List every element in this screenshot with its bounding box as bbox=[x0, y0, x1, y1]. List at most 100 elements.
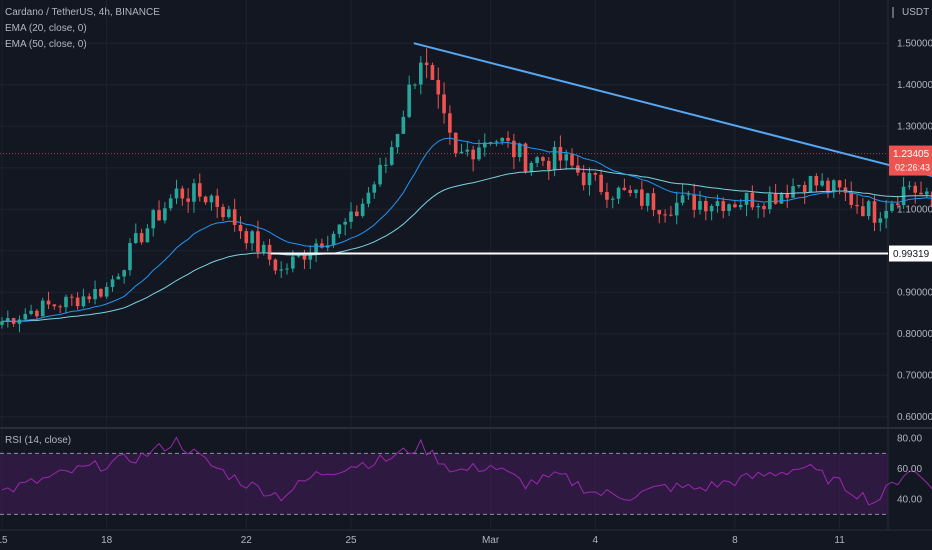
candle-body bbox=[40, 300, 45, 317]
candle-body bbox=[895, 203, 900, 206]
candle-body bbox=[482, 142, 487, 148]
candle-body bbox=[523, 143, 528, 172]
candle-body bbox=[273, 259, 278, 271]
price-tick-label: 0.90000 bbox=[897, 288, 932, 299]
time-tick-label: 18 bbox=[101, 535, 113, 546]
countdown-label: 02:26:43 bbox=[895, 163, 930, 173]
candle-body bbox=[773, 193, 778, 204]
candle-body bbox=[221, 206, 225, 218]
candle-body bbox=[878, 218, 883, 223]
candle-body bbox=[52, 304, 57, 307]
candle-body bbox=[843, 187, 848, 193]
candle-body bbox=[320, 243, 324, 248]
candle-body bbox=[69, 296, 74, 298]
candle-body bbox=[925, 191, 929, 195]
grid-lines bbox=[0, 0, 888, 530]
candle-body bbox=[395, 133, 400, 148]
candle-body bbox=[657, 209, 662, 215]
candle-body bbox=[256, 231, 260, 253]
candle-body bbox=[81, 296, 86, 307]
candle-body bbox=[128, 243, 132, 271]
candle-body bbox=[651, 193, 656, 210]
ema20-legend[interactable]: EMA (20, close, 0) bbox=[5, 23, 87, 34]
candle-body bbox=[133, 233, 138, 244]
candle-body bbox=[808, 176, 813, 193]
candle-body bbox=[645, 193, 650, 206]
candle-body bbox=[634, 189, 638, 193]
currency-unit: USDT bbox=[902, 7, 929, 18]
support-price-label: 0.99319 bbox=[893, 249, 930, 260]
candle-body bbox=[581, 172, 586, 186]
candle-body bbox=[430, 65, 435, 80]
candle-body bbox=[302, 253, 307, 260]
candle-body bbox=[837, 180, 842, 188]
candle-body bbox=[762, 205, 766, 210]
candle-body bbox=[401, 116, 406, 134]
candle-body bbox=[890, 203, 894, 211]
chart-title[interactable]: Cardano / TetherUS, 4h, BINANCE bbox=[5, 7, 160, 18]
ema50-legend[interactable]: EMA (50, close, 0) bbox=[5, 39, 87, 50]
candle-body bbox=[389, 147, 394, 165]
candle-body bbox=[87, 296, 92, 300]
candle-body bbox=[674, 202, 679, 216]
candle-body bbox=[802, 184, 807, 193]
candle-body bbox=[267, 244, 272, 260]
candle-body bbox=[529, 162, 534, 172]
candle-body bbox=[494, 141, 499, 143]
candle-body bbox=[203, 196, 208, 203]
candle-body bbox=[174, 188, 179, 199]
candle-body bbox=[291, 256, 295, 269]
rsi-band bbox=[0, 453, 888, 515]
candle-body bbox=[151, 210, 156, 229]
time-tick-label: 22 bbox=[241, 535, 253, 546]
candle-body bbox=[686, 194, 691, 196]
time-tick-label: 4 bbox=[593, 535, 599, 546]
candle-body bbox=[546, 160, 551, 170]
candle-body bbox=[558, 146, 563, 161]
candle-body bbox=[517, 143, 522, 158]
candle-body bbox=[122, 270, 126, 277]
candle-body bbox=[721, 201, 726, 212]
candle-body bbox=[477, 147, 481, 160]
candle-body bbox=[35, 310, 39, 317]
price-tick-label: 1.30000 bbox=[897, 122, 932, 133]
last-price-label: 1.23405 bbox=[893, 149, 930, 160]
candle-body bbox=[238, 224, 243, 232]
candle-body bbox=[599, 174, 603, 193]
candle-body bbox=[785, 193, 790, 198]
candle-body bbox=[488, 142, 493, 144]
candle-body bbox=[831, 180, 836, 193]
candle-body bbox=[849, 192, 854, 205]
candle-body bbox=[215, 195, 220, 207]
candle-body bbox=[727, 204, 731, 212]
candle-body bbox=[331, 233, 336, 246]
candle-body bbox=[64, 296, 68, 308]
candle-body bbox=[471, 149, 475, 160]
rsi-axis: 80.00 60.00 40.00 bbox=[897, 434, 922, 506]
price-tick-label: 1.40000 bbox=[897, 80, 932, 91]
candle-body bbox=[593, 173, 598, 175]
candle-body bbox=[704, 201, 708, 212]
candle-body bbox=[227, 209, 231, 218]
candle-body bbox=[866, 201, 871, 217]
candle-body bbox=[564, 154, 569, 161]
candle-body bbox=[308, 253, 313, 260]
rsi-tick-label: 40.00 bbox=[897, 495, 922, 506]
candle-body bbox=[605, 192, 609, 200]
candle-body bbox=[192, 183, 196, 202]
candle-body bbox=[622, 187, 627, 191]
candle-body bbox=[453, 132, 458, 154]
candle-body bbox=[919, 192, 923, 195]
candle-body bbox=[756, 205, 760, 208]
candle-body bbox=[855, 204, 859, 207]
candle-body bbox=[250, 231, 254, 244]
candle-body bbox=[692, 194, 696, 210]
candle-body bbox=[814, 176, 819, 186]
candle-body bbox=[500, 137, 505, 142]
candle-body bbox=[46, 300, 51, 305]
candle-body bbox=[23, 313, 28, 320]
rsi-legend[interactable]: RSI (14, close) bbox=[5, 435, 72, 446]
candle-body bbox=[872, 201, 877, 223]
candle-body bbox=[0, 321, 4, 325]
